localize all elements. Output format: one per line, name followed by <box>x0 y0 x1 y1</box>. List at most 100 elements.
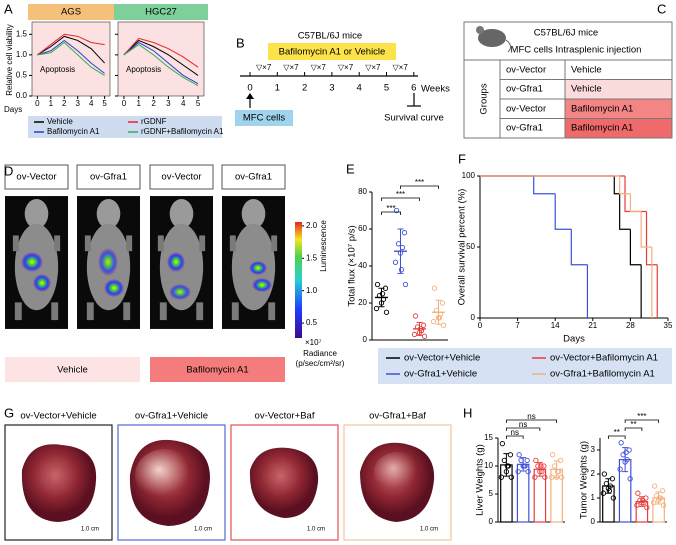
y-tick-label: 1.0 <box>16 50 28 59</box>
treatment-box <box>268 43 396 60</box>
data-point <box>373 305 380 312</box>
legend-label: ov-Gfra1+Bafilomycin A1 <box>550 369 655 380</box>
panel-label: G <box>4 405 14 420</box>
timeline-label: 1 <box>275 83 280 94</box>
data-point <box>603 480 610 487</box>
bar <box>516 463 530 523</box>
data-point <box>398 267 405 273</box>
legend-label: Vehicle <box>47 117 73 126</box>
data-point <box>634 502 640 508</box>
y-axis-label: Total flux (×10⁷ p/s) <box>347 225 358 306</box>
y-tick-label: 50 <box>466 242 475 251</box>
x-tick-label: 28 <box>626 321 635 330</box>
data-point <box>635 490 641 496</box>
survival-step <box>554 193 572 230</box>
data-point <box>525 468 531 475</box>
x-tick-label: 7 <box>515 321 520 330</box>
panel-label: D <box>4 163 13 178</box>
data-point <box>537 468 543 475</box>
data-point <box>639 500 645 506</box>
treatment-label: Bafilomycin A1 or Vehicle <box>279 47 386 58</box>
dose-label: ▽×7 <box>338 63 354 72</box>
data-point <box>610 495 617 501</box>
x-tick-label: 35 <box>664 321 673 330</box>
sig-label: *** <box>637 412 646 421</box>
dose-label: ▽×7 <box>365 63 381 72</box>
bar <box>533 468 547 523</box>
data-point <box>393 207 400 214</box>
data-point <box>551 463 558 469</box>
injection-box <box>235 110 293 126</box>
legend-label: rGDNF+Bafilomycin A1 <box>141 127 224 136</box>
data-point <box>541 463 547 469</box>
y-axis-label: Liver Weights (g) <box>475 444 486 516</box>
data-point <box>659 488 666 494</box>
data-point <box>433 307 440 314</box>
colorbar <box>295 222 302 338</box>
data-point <box>516 452 522 458</box>
series-line <box>37 35 105 64</box>
colorbar-label: Luminescence <box>319 220 328 272</box>
group-label: ov-Vector <box>16 172 56 183</box>
data-point <box>557 457 564 464</box>
data-point <box>439 300 446 306</box>
data-point <box>539 468 545 475</box>
survival-step <box>629 193 642 213</box>
timeline-label: 4 <box>357 83 362 94</box>
sig-label: *** <box>415 178 424 187</box>
x-tick-label: 1 <box>137 99 142 108</box>
sig-bracket <box>381 211 401 215</box>
panel-label: B <box>236 35 245 50</box>
data-point <box>601 471 608 477</box>
sig-label: *** <box>386 204 395 213</box>
data-point <box>554 468 561 475</box>
data-point <box>374 281 381 288</box>
group-box <box>149 164 214 190</box>
y-tick-label: 0 <box>363 335 368 344</box>
legend-label: ov-Vector+Bafilomycin A1 <box>550 353 658 364</box>
series-line <box>123 37 199 68</box>
data-point <box>600 490 607 496</box>
group-box <box>76 164 141 190</box>
treatment-label: Vehicle <box>57 365 88 376</box>
x-tick-label: 3 <box>75 99 80 108</box>
sig-label: ns <box>527 412 535 421</box>
data-point <box>533 457 539 464</box>
data-point <box>498 474 505 480</box>
cell-text: ov-Vector <box>506 104 546 115</box>
sig-label: ns <box>519 420 527 429</box>
group-label: ov-Gfra1 <box>90 172 127 183</box>
sig-label: *** <box>396 190 405 199</box>
data-point <box>617 466 623 472</box>
data-point <box>402 281 409 288</box>
photo-caption: ov-Vector+Baf <box>255 411 315 422</box>
panel-header <box>28 4 114 20</box>
x-tick-label: 0 <box>122 99 127 108</box>
data-point <box>656 495 663 501</box>
annotation: Apoptosis <box>40 65 75 74</box>
y-axis-label: Relative cell viability <box>5 24 14 96</box>
timeline-label: 6 <box>411 83 416 94</box>
data-point <box>609 476 616 482</box>
data-point <box>420 322 427 328</box>
colorbar-tick-label: 1.5 <box>306 253 318 262</box>
diagram-title: C57BL/6J mice <box>298 31 362 42</box>
survival-step <box>619 193 631 230</box>
y-tick-label: 0 <box>471 313 476 322</box>
scale-bar: 1.0 cm <box>307 527 325 533</box>
error-bar <box>416 321 423 336</box>
data-point <box>440 322 447 328</box>
data-point <box>412 313 419 319</box>
x-tick-label: 1 <box>49 99 54 108</box>
sig-label: ** <box>614 428 620 437</box>
data-point <box>606 488 613 494</box>
data-point <box>401 230 408 236</box>
sig-bracket <box>400 185 439 189</box>
legend-label: ov-Vector+Vehicle <box>404 353 480 364</box>
data-point <box>421 333 428 339</box>
y-tick-label: 100 <box>462 171 476 180</box>
x-tick-label: 2 <box>62 99 67 108</box>
mouse-icon <box>476 26 512 53</box>
y-axis-label: Tumor Weights (g) <box>579 441 590 519</box>
y-tick-label: 3 <box>591 445 596 454</box>
